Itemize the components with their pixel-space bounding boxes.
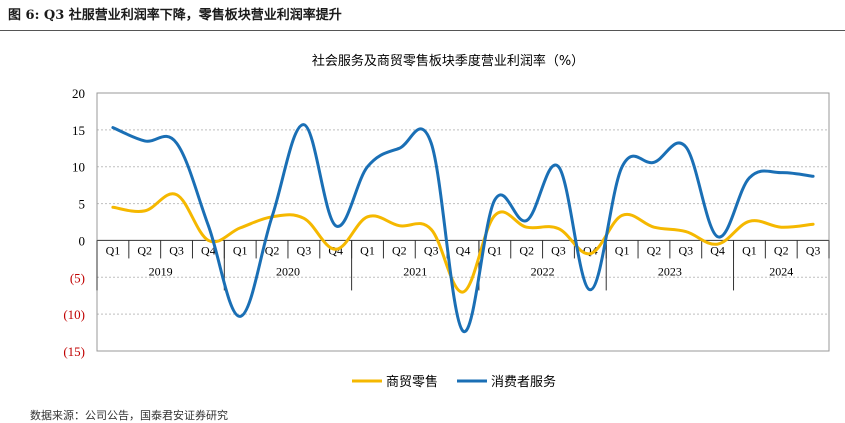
plot-area-border	[96, 92, 830, 352]
y-tick-label: 5	[79, 197, 86, 212]
x-tick-label: Q3	[551, 243, 566, 257]
x-tick-label: Q3	[424, 243, 439, 257]
x-tick-label: Q4	[201, 243, 216, 257]
caption-divider	[0, 30, 845, 31]
year-label: 2021	[403, 264, 427, 278]
y-tick-label: 15	[72, 123, 85, 138]
legend-label: 消费者服务	[491, 374, 556, 390]
y-tick-label: 0	[79, 233, 86, 248]
x-tick-label: Q4	[456, 243, 471, 257]
x-tick-label: Q3	[806, 243, 821, 257]
series-line-consumer-services	[111, 123, 815, 333]
x-tick-label: Q2	[137, 243, 152, 257]
y-tick-label: (10)	[63, 307, 85, 322]
x-tick-label: Q2	[392, 243, 407, 257]
x-tick-label: Q3	[678, 243, 693, 257]
y-tick-label: 10	[72, 160, 85, 175]
x-tick-label: Q2	[519, 243, 534, 257]
x-tick-label: Q1	[615, 243, 630, 257]
y-tick-label: (15)	[63, 344, 85, 359]
year-label: 2019	[149, 264, 173, 278]
x-tick-label: Q4	[710, 243, 725, 257]
x-tick-label: Q1	[742, 243, 757, 257]
x-tick-label: Q2	[774, 243, 789, 257]
legend-label: 商贸零售	[386, 374, 438, 390]
chart-title: 社会服务及商贸零售板块季度营业利润率（%）	[312, 53, 584, 69]
figure-caption: 图 6: Q3 社服营业利润率下降，零售板块营业利润率提升	[8, 8, 342, 23]
y-tick-label: 20	[72, 86, 85, 101]
series-line-retail	[111, 192, 815, 294]
x-tick-label: Q2	[265, 243, 280, 257]
y-axis: 20 15 10 5 0 (5) (10) (15)	[63, 86, 85, 359]
x-tick-label: Q3	[169, 243, 184, 257]
source-note: 数据来源：公司公告，国泰君安证券研究	[30, 409, 228, 422]
legend: 商贸零售 消费者服务	[352, 374, 556, 390]
x-axis: Q1 Q2 Q3 Q4 Q1 Q2 Q3 Q4 Q1 Q2 Q3 Q4 Q1 Q2 Q3 Q4 Q1 Q2 Q3 Q4…	[96, 240, 830, 291]
x-tick-label: Q1	[360, 243, 375, 257]
year-label: 2020	[276, 264, 300, 278]
x-tick-label: Q1	[487, 243, 502, 257]
x-tick-label: Q1	[233, 243, 248, 257]
x-tick-label: Q2	[647, 243, 662, 257]
series-lines	[111, 123, 815, 333]
year-label: 2022	[531, 264, 555, 278]
year-label: 2024	[769, 264, 793, 278]
x-tick-label: Q1	[106, 243, 121, 257]
y-tick-label: (5)	[70, 270, 85, 285]
x-tick-label: Q3	[297, 243, 312, 257]
year-label: 2023	[658, 264, 682, 278]
